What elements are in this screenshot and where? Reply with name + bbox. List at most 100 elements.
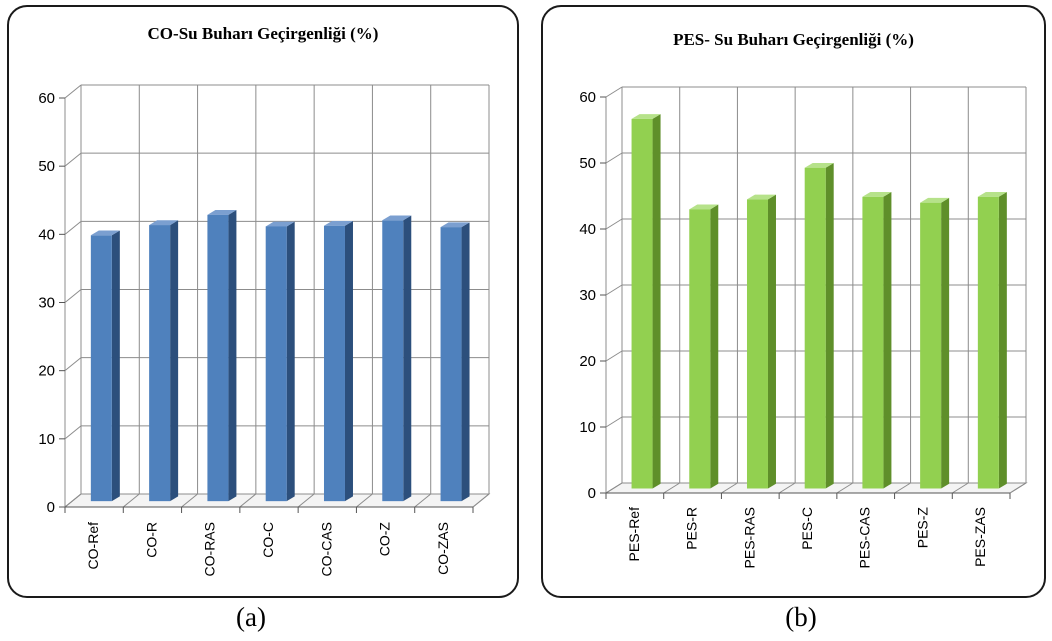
chart-b-bar-top-1 bbox=[689, 204, 719, 210]
chart-b-bar-2 bbox=[746, 194, 776, 489]
chart-a-bar-front-3 bbox=[265, 226, 287, 502]
chart-b-category-label-3: PES-C bbox=[799, 507, 815, 550]
chart-b-floor-sep-4 bbox=[836, 482, 854, 494]
chart-a-floor-sep-0 bbox=[64, 493, 82, 508]
chart-b-category-label-6: PES-ZAS bbox=[972, 507, 988, 567]
chart-b-bar-top-5 bbox=[920, 197, 950, 203]
chart-b-grid-slant-2 bbox=[605, 350, 623, 362]
chart-b-floor-sep-5 bbox=[894, 482, 911, 494]
chart-a-category-label-5: CO-Z bbox=[377, 522, 393, 557]
chart-a-ytick-label-6: 60 bbox=[38, 90, 55, 107]
chart-a-floor-sep-3 bbox=[239, 493, 257, 508]
chart-a-bar-0 bbox=[90, 230, 120, 502]
chart-b-bar-front-3 bbox=[804, 167, 826, 489]
chart-a-title: CO-Su Buharı Geçirgenliği (%) bbox=[148, 24, 379, 43]
chart-b-bar-4 bbox=[862, 191, 892, 489]
chart-b-bar-top-6 bbox=[977, 191, 1007, 197]
chart-a-category-label-4: CO-CAS bbox=[318, 522, 334, 576]
chart-a-bar-top-2 bbox=[207, 210, 237, 215]
chart-a-ytick-label-0: 0 bbox=[47, 499, 55, 516]
chart-a-bar-top-5 bbox=[382, 215, 412, 221]
chart-b-ytick-label-1: 10 bbox=[579, 419, 596, 436]
chart-a-bar-side-1 bbox=[170, 220, 179, 502]
chart-b-category-label-2: PES-RAS bbox=[741, 507, 757, 568]
chart-b-title: PES- Su Buharı Geçirgenliği (%) bbox=[673, 30, 914, 49]
chart-a-grid-slant-3 bbox=[64, 289, 82, 303]
chart-b-bar-front-1 bbox=[689, 209, 711, 489]
chart-a-bar-6 bbox=[440, 222, 470, 502]
chart-a-bar-top-1 bbox=[149, 220, 179, 226]
chart-b-category-label-0: PES-Ref bbox=[626, 507, 642, 562]
chart-b-ytick-label-5: 50 bbox=[579, 155, 596, 172]
chart-b-floor-sep-6 bbox=[952, 482, 969, 494]
chart-b-bar-front-2 bbox=[746, 199, 768, 489]
caption-a: (a) bbox=[236, 602, 266, 632]
chart-a-floor-sep-6 bbox=[414, 493, 432, 508]
chart-a-ytick-label-4: 40 bbox=[38, 226, 55, 243]
chart-a-floor-sep-5 bbox=[356, 493, 373, 508]
chart-b-bar-side-6 bbox=[998, 191, 1007, 489]
chart-a-bar-3 bbox=[265, 221, 295, 502]
chart-b-ytick-label-4: 40 bbox=[579, 221, 596, 238]
chart-b-category-label-5: PES-Z bbox=[914, 507, 930, 549]
chart-b-bar-side-0 bbox=[652, 114, 661, 489]
chart-b-bar-front-6 bbox=[977, 196, 999, 489]
chart-b-grid-slant-5 bbox=[605, 152, 623, 164]
chart-b-bar-top-2 bbox=[746, 194, 776, 200]
chart-b-ytick-label-0: 0 bbox=[588, 485, 596, 502]
chart-b-grid-slant-1 bbox=[605, 416, 623, 428]
chart-a-grid-slant-1 bbox=[64, 425, 82, 440]
chart-a-category-label-6: CO-ZAS bbox=[435, 522, 451, 575]
chart-a-bar-side-4 bbox=[344, 220, 353, 502]
chart-a-bar-2 bbox=[207, 210, 237, 502]
chart-a-bar-side-3 bbox=[286, 221, 295, 502]
chart-a-category-label-2: CO-RAS bbox=[202, 522, 218, 576]
chart-a-category-label-1: CO-R bbox=[143, 522, 159, 558]
chart-b-floor-sep-7 bbox=[1009, 482, 1027, 494]
chart-b-bar-top-4 bbox=[862, 191, 892, 197]
chart-b-bar-front-4 bbox=[862, 196, 884, 489]
chart-b-bar-side-1 bbox=[710, 204, 719, 489]
chart-b-category-label-1: PES-R bbox=[684, 507, 700, 550]
chart-a-floor-sep-4 bbox=[297, 493, 315, 508]
chart-a-grid-slant-4 bbox=[64, 220, 82, 235]
chart-panel-b: PES- Su Buharı Geçirgenliği (%) 0 10 20 30 40… bbox=[541, 5, 1046, 598]
chart-a-category-label-3: CO-C bbox=[260, 522, 276, 558]
chart-a-bar-top-6 bbox=[440, 222, 470, 228]
chart-b-svg: PES- Su Buharı Geçirgenliği (%) 0 10 20 30 40… bbox=[579, 30, 1028, 568]
chart-a-floor-sep-7 bbox=[472, 493, 490, 508]
chart-b-bar-front-5 bbox=[920, 202, 942, 489]
caption-b: (b) bbox=[785, 602, 817, 632]
chart-a-bar-side-2 bbox=[228, 210, 237, 502]
chart-b-bar-6 bbox=[977, 191, 1007, 489]
chart-a-ytick-label-5: 50 bbox=[38, 158, 55, 175]
chart-a-bar-side-6 bbox=[461, 222, 470, 502]
chart-b-bar-3 bbox=[804, 162, 834, 489]
chart-a-bar-side-5 bbox=[403, 215, 412, 502]
chart-panel-a: CO-Su Buharı Geçirgenliği (%) 0 10 20 30 40 50… bbox=[7, 5, 519, 598]
chart-b-category-label-4: PES-CAS bbox=[857, 507, 873, 568]
chart-a-bar-front-6 bbox=[440, 227, 462, 502]
chart-a-ytick-label-3: 30 bbox=[38, 295, 55, 312]
chart-b-bar-side-3 bbox=[825, 162, 834, 489]
chart-a-grid-slant-6 bbox=[64, 84, 82, 99]
chart-a-ytick-label-1: 10 bbox=[38, 431, 55, 448]
chart-a-bar-4 bbox=[323, 220, 353, 502]
chart-a-ytick-label-2: 20 bbox=[38, 363, 55, 380]
chart-a-bar-front-5 bbox=[382, 220, 404, 502]
chart-b-bar-top-0 bbox=[631, 114, 661, 119]
chart-a-category-label-0: CO-Ref bbox=[85, 522, 101, 570]
chart-a-grid-slant-5 bbox=[64, 152, 82, 167]
chart-a-bar-top-3 bbox=[265, 221, 295, 227]
chart-b-floor-sep-0 bbox=[605, 482, 623, 494]
chart-b-bar-5 bbox=[920, 197, 950, 489]
chart-b-bar-1 bbox=[689, 204, 719, 489]
chart-a-grid-slant-2 bbox=[64, 357, 82, 372]
chart-a-bar-front-2 bbox=[207, 214, 229, 502]
chart-b-bar-side-2 bbox=[767, 194, 776, 489]
chart-b-ytick-label-6: 60 bbox=[579, 89, 596, 106]
chart-b-grid-slant-6 bbox=[605, 86, 623, 98]
chart-a-floor-sep-2 bbox=[181, 493, 198, 508]
chart-b-bar-side-5 bbox=[941, 197, 950, 489]
chart-b-floor-sep-2 bbox=[721, 482, 738, 494]
